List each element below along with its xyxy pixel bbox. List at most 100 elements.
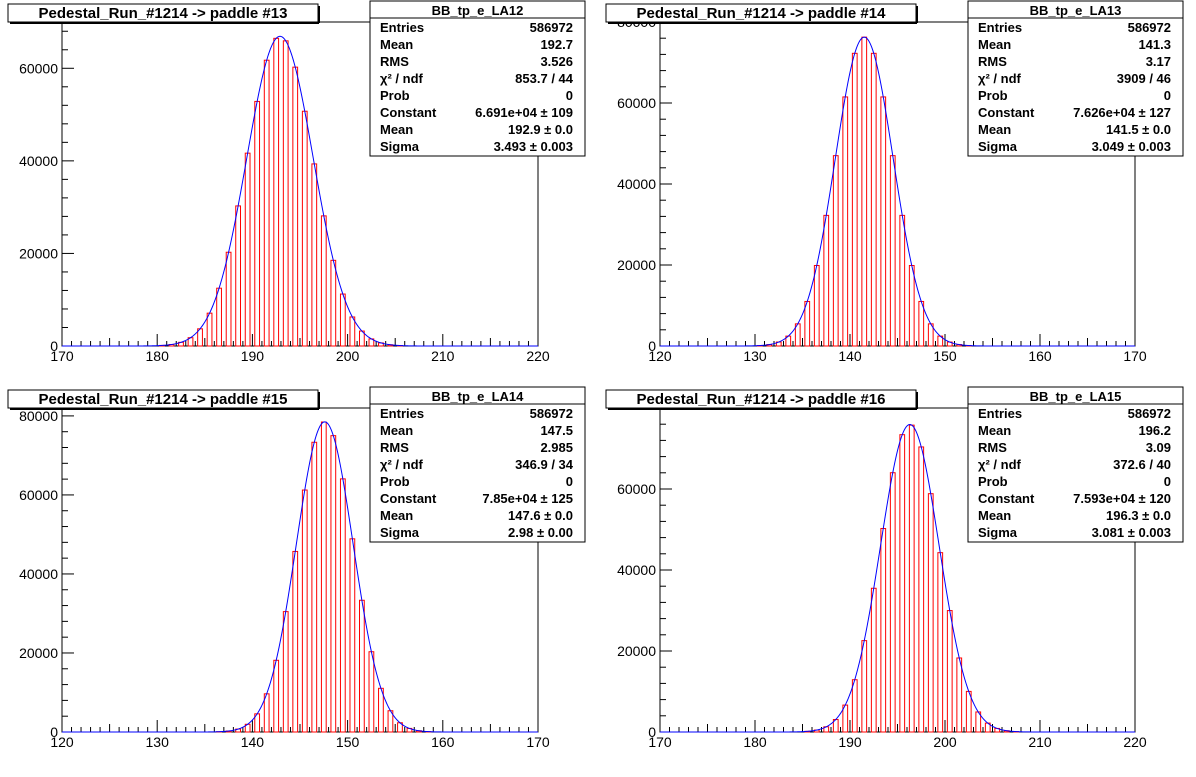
histogram-bar [207,313,212,346]
histogram-bar [843,97,848,346]
histogram-bar [274,660,279,732]
y-tick-label: 0 [648,338,656,354]
x-tick-label: 180 [146,348,170,364]
x-tick-label: 170 [526,734,550,750]
stats-value: 853.7 / 44 [515,71,574,86]
stats-value: 196.2 [1138,423,1171,438]
x-tick-label: 200 [336,348,360,364]
histogram-panel-2: 120130140150160170020000400006000080000P… [606,1,1183,364]
stats-name: BB_tp_e_LA12 [432,3,524,18]
x-tick-label: 160 [431,734,455,750]
stats-label: RMS [978,440,1007,455]
stats-label: Mean [380,508,413,523]
histogram-bar [805,301,810,346]
histogram-bar [226,252,231,346]
stats-value: 0 [566,88,573,103]
histogram-bar [814,265,819,346]
stats-value: 7.85e+04 ± 125 [482,491,573,506]
stats-name: BB_tp_e_LA15 [1030,389,1122,404]
stats-value: 196.3 ± 0.0 [1106,508,1171,523]
x-tick-label: 140 [241,734,265,750]
stats-label: Constant [380,491,437,506]
histogram-bar [302,111,307,346]
stats-value: 6.691e+04 ± 109 [475,105,573,120]
x-tick-label: 200 [933,734,957,750]
y-tick-label: 20000 [19,645,58,661]
stats-name: BB_tp_e_LA14 [432,389,525,404]
y-tick-label: 20000 [19,245,58,261]
x-tick-label: 150 [933,348,957,364]
histogram-bar [321,216,326,346]
histogram-bar [312,442,317,732]
stats-value: 192.7 [540,37,573,52]
stats-value: 7.593e+04 ± 120 [1073,491,1171,506]
histogram-bar [890,473,895,732]
histogram-bar [217,288,222,346]
stats-value: 372.6 / 40 [1113,457,1171,472]
x-tick-label: 170 [1123,348,1147,364]
x-tick-label: 180 [743,734,767,750]
histogram-bar [340,479,345,732]
stats-label: χ² / ndf [978,457,1022,472]
y-tick-label: 0 [50,338,58,354]
stats-label: Mean [380,423,413,438]
stats-label: χ² / ndf [380,71,424,86]
stats-value: 0 [1164,88,1171,103]
stats-label: Mean [978,37,1011,52]
y-tick-label: 20000 [617,257,656,273]
stats-label: Sigma [978,525,1018,540]
stats-label: Prob [380,474,410,489]
stats-label: Constant [380,105,437,120]
stats-value: 0 [1164,474,1171,489]
stats-label: Entries [380,20,424,35]
stats-value: 3.526 [540,54,573,69]
stats-label: RMS [978,54,1007,69]
stats-value: 2.98 ± 0.00 [508,525,573,540]
stats-label: Mean [978,122,1011,137]
stats-value: 3909 / 46 [1117,71,1171,86]
stats-label: Constant [978,105,1035,120]
stats-value: 192.9 ± 0.0 [508,122,573,137]
y-tick-label: 80000 [19,408,58,424]
chart-title: Pedestal_Run_#1214 -> paddle #16 [637,391,886,408]
histogram-bar [871,53,876,346]
histogram-bar [957,658,962,732]
stats-value: 586972 [530,20,573,35]
x-tick-label: 210 [1028,734,1052,750]
x-tick-label: 150 [336,734,360,750]
histogram-bar [293,551,298,732]
y-tick-label: 0 [50,724,58,740]
histogram-bar [862,641,867,732]
histogram-bar [340,294,345,346]
histogram-bar [909,265,914,346]
stats-label: RMS [380,440,409,455]
stats-label: χ² / ndf [978,71,1022,86]
histogram-bar [890,156,895,346]
histogram-bar [919,447,924,732]
chart-title: Pedestal_Run_#1214 -> paddle #14 [637,5,887,22]
stats-label: Constant [978,491,1035,506]
stats-label: Mean [380,122,413,137]
histogram-bar [283,41,288,346]
stats-value: 147.5 [540,423,573,438]
stats-label: Prob [978,88,1008,103]
histogram-bar [833,156,838,346]
stats-label: Sigma [380,525,420,540]
histogram-bar [947,611,952,732]
chart-title: Pedestal_Run_#1214 -> paddle #15 [39,391,288,408]
histogram-bar [331,436,336,732]
y-tick-label: 40000 [19,566,58,582]
histogram-bar [236,206,241,346]
stats-value: 346.9 / 34 [515,457,574,472]
histogram-bar [350,539,355,732]
y-tick-label: 60000 [617,481,656,497]
stats-value: 7.626e+04 ± 127 [1073,105,1171,120]
stats-label: Entries [978,20,1022,35]
histogram-bar [919,301,924,346]
stats-value: 141.5 ± 0.0 [1106,122,1171,137]
x-tick-label: 190 [241,348,265,364]
stats-name: BB_tp_e_LA13 [1030,3,1122,18]
